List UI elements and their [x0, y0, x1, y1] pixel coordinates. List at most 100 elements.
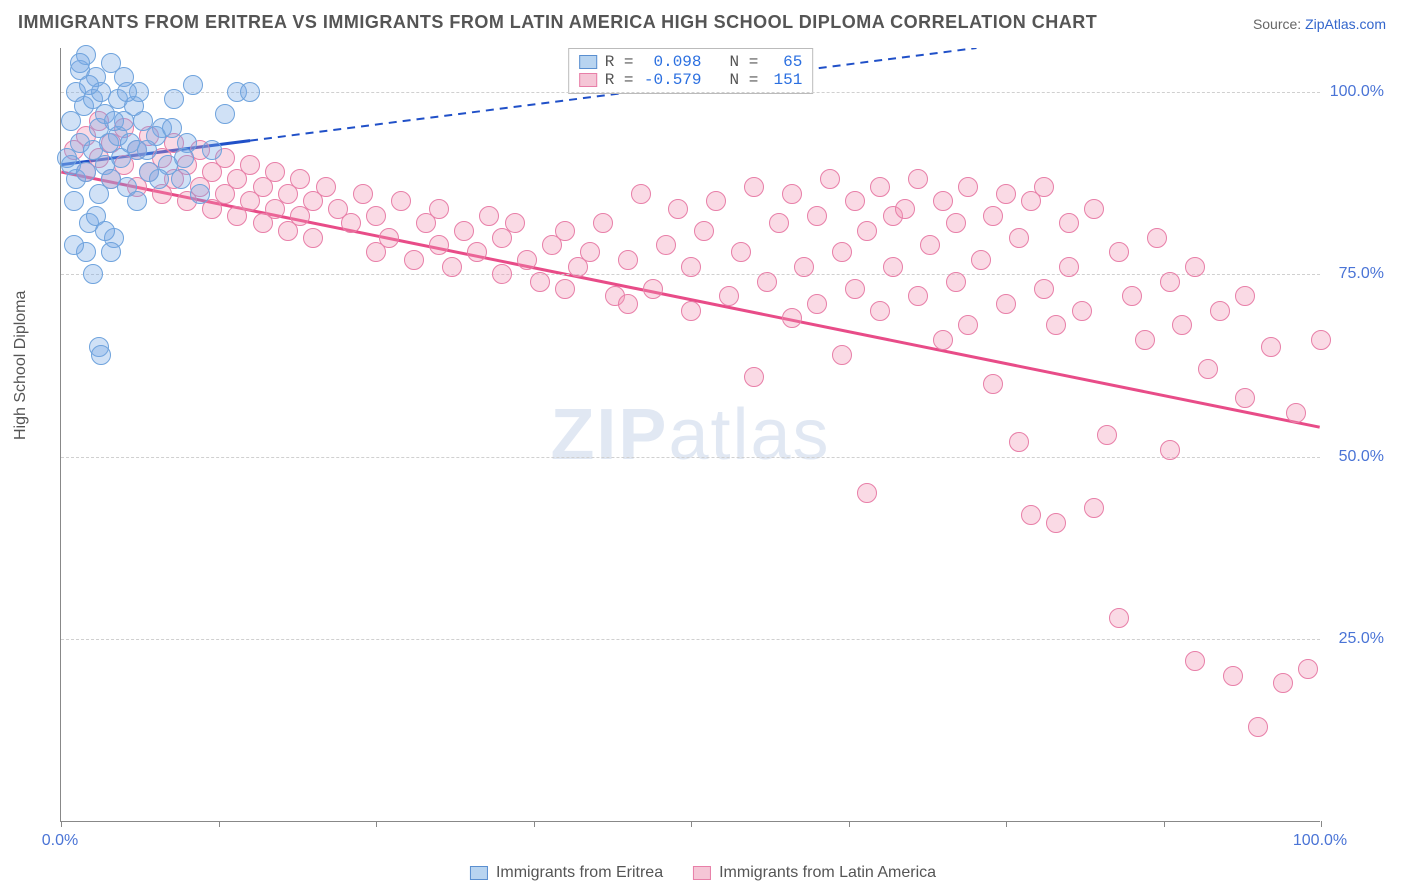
data-point: [832, 345, 852, 365]
data-point: [303, 228, 323, 248]
data-point: [933, 330, 953, 350]
data-point: [162, 118, 182, 138]
data-point: [1223, 666, 1243, 686]
swatch-latin: [579, 73, 597, 87]
data-point: [61, 155, 81, 175]
data-point: [719, 286, 739, 306]
data-point: [95, 221, 115, 241]
y-tick-label: 25.0%: [1339, 630, 1384, 648]
x-tick: [61, 821, 62, 827]
data-point: [769, 213, 789, 233]
r-label-2: R =: [605, 71, 634, 89]
r-value-latin: -0.579: [642, 71, 702, 89]
r-value-eritrea: 0.098: [642, 53, 702, 71]
source-attribution: Source: ZipAtlas.com: [1253, 16, 1386, 32]
data-point: [983, 374, 1003, 394]
swatch-latin-bottom: [693, 866, 711, 880]
data-point: [782, 308, 802, 328]
x-tick: [219, 821, 220, 827]
data-point: [643, 279, 663, 299]
data-point: [265, 162, 285, 182]
x-tick: [691, 821, 692, 827]
chart-container: IMMIGRANTS FROM ERITREA VS IMMIGRANTS FR…: [0, 0, 1406, 892]
data-point: [706, 191, 726, 211]
data-point: [70, 53, 90, 73]
data-point: [782, 184, 802, 204]
data-point: [1122, 286, 1142, 306]
data-point: [83, 264, 103, 284]
data-point: [1235, 388, 1255, 408]
data-point: [870, 177, 890, 197]
x-tick: [534, 821, 535, 827]
data-point: [832, 242, 852, 262]
legend-bottom: Immigrants from Eritrea Immigrants from …: [470, 864, 936, 882]
data-point: [1034, 279, 1054, 299]
data-point: [694, 221, 714, 241]
data-point: [215, 104, 235, 124]
data-point: [429, 199, 449, 219]
data-point: [1009, 228, 1029, 248]
data-point: [479, 206, 499, 226]
legend-stats-box: R = 0.098 N = 65 R = -0.579 N = 151: [568, 48, 814, 94]
data-point: [1286, 403, 1306, 423]
data-point: [404, 250, 424, 270]
y-tick-label: 75.0%: [1339, 265, 1384, 283]
data-point: [1034, 177, 1054, 197]
data-point: [1059, 257, 1079, 277]
data-point: [127, 191, 147, 211]
data-point: [454, 221, 474, 241]
data-point: [845, 279, 865, 299]
y-tick-label: 100.0%: [1330, 83, 1384, 101]
x-tick-label: 0.0%: [42, 832, 78, 850]
watermark-zip: ZIP: [550, 395, 668, 475]
source-prefix: Source:: [1253, 16, 1305, 32]
data-point: [870, 301, 890, 321]
data-point: [117, 82, 137, 102]
legend-row-eritrea: R = 0.098 N = 65: [579, 53, 803, 71]
data-point: [1261, 337, 1281, 357]
data-point: [555, 221, 575, 241]
data-point: [137, 140, 157, 160]
data-point: [1248, 717, 1268, 737]
data-point: [857, 483, 877, 503]
data-point: [807, 206, 827, 226]
data-point: [353, 184, 373, 204]
data-point: [744, 367, 764, 387]
data-point: [857, 221, 877, 241]
data-point: [240, 155, 260, 175]
data-point: [341, 213, 361, 233]
data-point: [996, 184, 1016, 204]
data-point: [1046, 315, 1066, 335]
x-tick: [1164, 821, 1165, 827]
data-point: [1072, 301, 1092, 321]
data-point: [240, 82, 260, 102]
data-point: [656, 235, 676, 255]
data-point: [971, 250, 991, 270]
data-point: [883, 257, 903, 277]
data-point: [149, 169, 169, 189]
gridline-horizontal: [61, 639, 1320, 640]
data-point: [1109, 242, 1129, 262]
n-label: N =: [730, 53, 759, 71]
data-point: [1311, 330, 1331, 350]
data-point: [467, 242, 487, 262]
data-point: [946, 272, 966, 292]
data-point: [1185, 651, 1205, 671]
data-point: [1147, 228, 1167, 248]
data-point: [1160, 272, 1180, 292]
data-point: [681, 301, 701, 321]
data-point: [190, 184, 210, 204]
data-point: [104, 111, 124, 131]
data-point: [1059, 213, 1079, 233]
r-label: R =: [605, 53, 634, 71]
data-point: [183, 75, 203, 95]
data-point: [366, 206, 386, 226]
data-point: [958, 177, 978, 197]
source-link[interactable]: ZipAtlas.com: [1305, 16, 1386, 32]
data-point: [920, 235, 940, 255]
data-point: [807, 294, 827, 314]
data-point: [1021, 505, 1041, 525]
y-axis-label: High School Diploma: [12, 291, 30, 440]
data-point: [1097, 425, 1117, 445]
data-point: [429, 235, 449, 255]
